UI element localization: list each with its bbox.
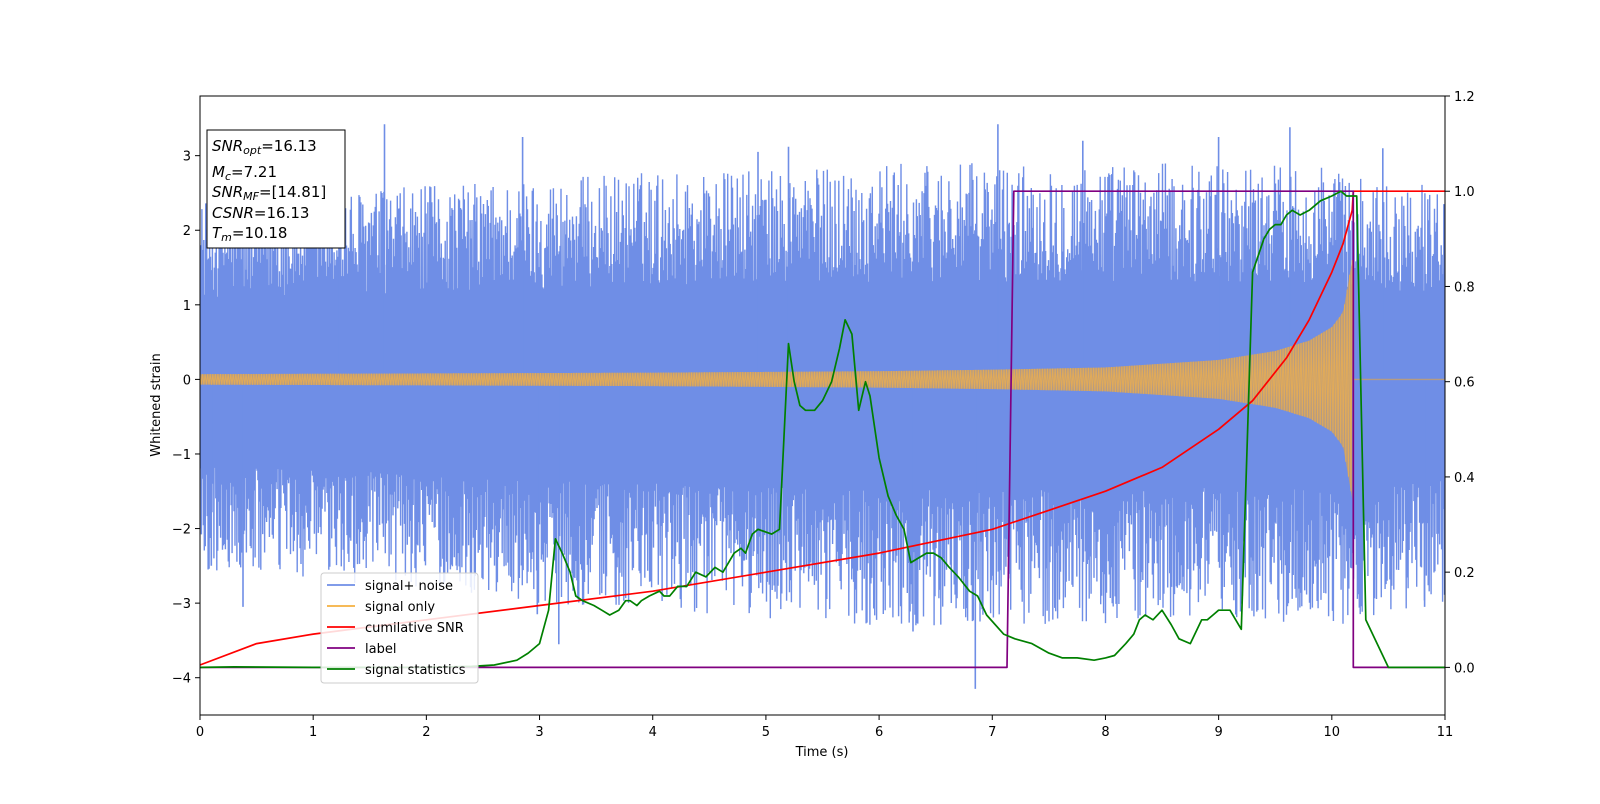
x-tick-label: 4: [649, 725, 657, 740]
legend-label-label: label: [365, 642, 396, 657]
legend-label-cumulative-snr: cumilative SNR: [365, 621, 464, 636]
x-tick-label: 7: [988, 725, 996, 740]
y-left-tick-label: 2: [183, 224, 191, 239]
y-right-tick-label: 1.2: [1454, 90, 1475, 105]
stats-box-frame: [206, 129, 346, 249]
x-tick-label: 9: [1214, 725, 1222, 740]
ticks-layer: 0 1 2 3 4 5 6 7 8 9 10 11 −4 −3 −2 −1 0 1 2 3 0.0 0.2 0.4 0.6 0.…: [172, 90, 1475, 740]
stats-snr-mf: SNRMF=[14.81]: [212, 183, 326, 203]
y-left-tick-label: 0: [183, 373, 191, 388]
y-right-tick-label: 0.8: [1454, 280, 1475, 295]
stats-box: SNRopt=16.13 Mc=7.21 SNRMF=[14.81] CSNR=…: [206, 129, 346, 249]
stats-tm: Tm=10.18: [212, 224, 287, 244]
x-tick-label: 3: [535, 725, 543, 740]
y-axis-label: Whitened strain: [149, 353, 164, 456]
y-left-tick-label: −4: [172, 672, 191, 687]
y-right-tick-label: 0.2: [1454, 566, 1475, 581]
y-left-tick-label: −3: [172, 597, 191, 612]
stats-mc: Mc=7.21: [212, 163, 277, 183]
y-right-tick-label: 0.0: [1454, 661, 1475, 676]
y-left-tick-label: 1: [183, 299, 191, 314]
plot-frame: [199, 95, 1446, 716]
legend-label-signal-statistics: signal statistics: [365, 663, 466, 678]
x-tick-label: 1: [309, 725, 317, 740]
series-signal-noise: [200, 124, 1445, 689]
stats-snr-opt: SNRopt=16.13: [212, 137, 317, 157]
x-tick-label: 10: [1324, 725, 1341, 740]
legend-frame: [320, 572, 479, 684]
x-tick-label: 5: [762, 725, 770, 740]
series-signal-only: [200, 260, 1445, 499]
x-tick-label: 0: [196, 725, 204, 740]
x-tick-label: 2: [422, 725, 430, 740]
stats-csnr: CSNR=16.13: [212, 204, 309, 222]
signal-only-envelope-fill: [200, 260, 1353, 499]
series-label: [200, 190, 1445, 669]
x-tick-label: 8: [1101, 725, 1109, 740]
y-right-tick-label: 0.4: [1454, 471, 1475, 486]
legend: signal+ noise signal only cumilative SNR…: [320, 572, 479, 684]
x-tick-label: 6: [875, 725, 883, 740]
y-right-tick-label: 1.0: [1454, 185, 1475, 200]
y-left-tick-label: 3: [183, 150, 191, 165]
legend-label-signal-only: signal only: [365, 600, 435, 615]
series-signal-statistics: [200, 190, 1445, 669]
legend-label-signal-noise: signal+ noise: [365, 579, 453, 594]
x-axis-label: Time (s): [795, 745, 849, 760]
signal-only-trace: [200, 260, 1353, 492]
y-right-tick-label: 0.6: [1454, 376, 1475, 391]
x-tick-label: 11: [1437, 725, 1454, 740]
y-left-tick-label: −2: [172, 523, 191, 538]
y-left-tick-label: −1: [172, 448, 191, 463]
